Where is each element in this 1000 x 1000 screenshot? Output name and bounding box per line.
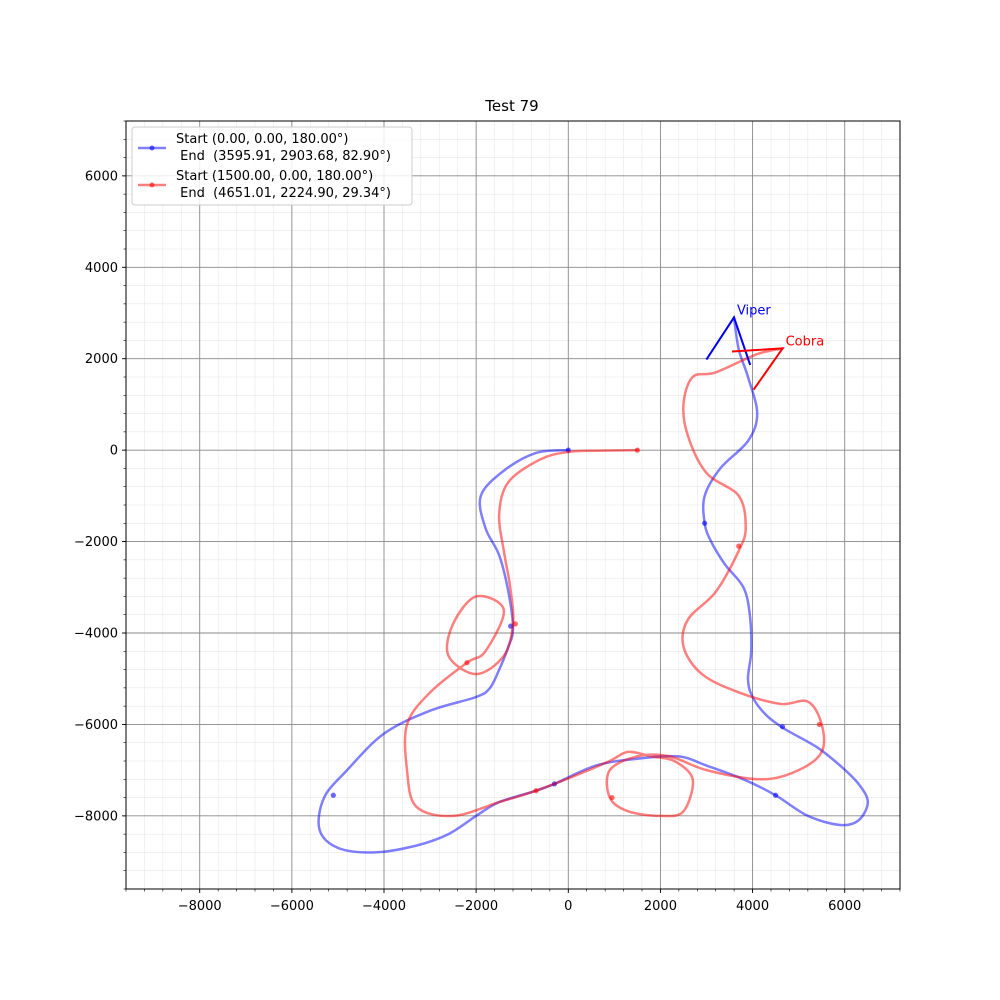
end-pose-marker-red <box>731 347 785 391</box>
y-tick-label: 6000 <box>85 169 118 184</box>
y-tick-label: −6000 <box>74 718 118 733</box>
y-tick-label: 4000 <box>85 261 118 276</box>
major-grid <box>126 121 900 889</box>
series-layer <box>317 316 870 854</box>
end-pose-marker-blue <box>705 315 752 366</box>
series-marker-red <box>464 660 470 666</box>
end-label-red: Cobra <box>786 334 825 349</box>
y-tick-label: −2000 <box>74 535 118 550</box>
series-marker-blue <box>773 792 779 798</box>
x-tick-label: 4000 <box>736 899 769 914</box>
legend-label-blue-line1: Start (0.00, 0.00, 180.00°) <box>176 132 348 147</box>
series-marker-red <box>609 794 615 801</box>
x-tick-label: −8000 <box>178 899 222 914</box>
y-tick-label: −8000 <box>74 809 118 824</box>
series-marker-red <box>512 621 518 627</box>
series-marker-blue <box>330 792 336 798</box>
series-line-blue <box>317 316 870 854</box>
y-tick-label: 2000 <box>85 352 118 367</box>
axis-ticks: −8000 −6000 −4000 −2000 0 2000 4000 6000 −8000 −6… <box>74 120 901 914</box>
legend-box <box>131 126 413 206</box>
end-label-blue: Viper <box>737 303 771 318</box>
series-marker-blue <box>779 724 786 730</box>
x-tick-label: 0 <box>564 899 572 914</box>
legend-marker-red <box>149 182 155 188</box>
series-line-red <box>403 347 826 818</box>
legend-marker-blue <box>149 145 155 151</box>
legend-label-blue-line2: End (3595.91, 2903.68, 82.90°) <box>176 149 391 164</box>
x-tick-label: 6000 <box>828 899 861 914</box>
legend-label-red-line2: End (4651.01, 2224.90, 29.34°) <box>176 186 391 201</box>
series-marker-red <box>634 447 640 453</box>
series-marker-red <box>816 721 822 728</box>
series-marker-red <box>533 788 539 794</box>
x-tick-label: 2000 <box>644 899 677 914</box>
x-tick-label: −4000 <box>362 899 406 914</box>
chart-title: Test 79 <box>484 97 538 115</box>
x-tick-label: −2000 <box>454 899 498 914</box>
legend: Start (0.00, 0.00, 180.00°) End (3595.91… <box>131 126 413 206</box>
legend-label-red-line1: Start (1500.00, 0.00, 180.00°) <box>176 169 373 184</box>
end-pose-annotations: Viper Cobra <box>705 303 825 391</box>
series-marker-red <box>736 543 742 549</box>
x-tick-label: −6000 <box>270 899 314 914</box>
y-tick-label: −4000 <box>74 627 118 642</box>
series-marker-blue <box>702 520 708 526</box>
y-tick-label: 0 <box>110 444 118 459</box>
